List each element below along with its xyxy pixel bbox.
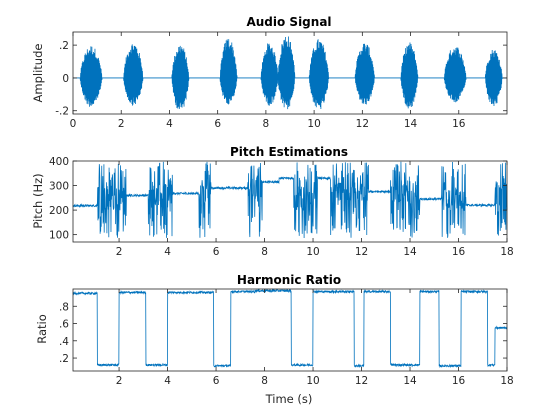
- y-tick-label: .6: [59, 319, 69, 331]
- x-tick-label: 18: [500, 375, 513, 387]
- x-tick-label: 8: [261, 375, 268, 387]
- y-tick-label: 300: [49, 181, 69, 193]
- chart-title: Pitch Estimations: [230, 145, 348, 159]
- y-axis-label: Pitch (Hz): [31, 173, 45, 228]
- x-tick-label: 14: [403, 375, 417, 387]
- x-tick-label: 14: [403, 246, 417, 258]
- y-tick-label: 100: [49, 230, 69, 242]
- chart-title: Audio Signal: [246, 15, 331, 29]
- plot-area: 0 2 4 6 8 10 12 14 16-.20.2: [55, 31, 508, 130]
- y-tick-label: .8: [59, 301, 69, 313]
- x-tick-label: 2: [116, 246, 123, 258]
- x-tick-label: 4: [164, 246, 171, 258]
- x-tick-label: 12: [356, 118, 369, 130]
- x-tick-label: 12: [355, 246, 368, 258]
- x-tick-label: 0: [70, 118, 77, 130]
- x-tick-label: 14: [404, 118, 418, 130]
- x-tick-label: 4: [164, 375, 171, 387]
- x-tick-label: 18: [500, 246, 513, 258]
- chart-harmonic-ratio: Harmonic Ratio Ratio Time (s) 2 4 6 8 10 12 14…: [35, 273, 514, 406]
- x-tick-label: 16: [452, 118, 466, 130]
- x-tick-label: 12: [355, 375, 368, 387]
- y-tick-label: .2: [59, 353, 69, 365]
- x-tick-label: 6: [214, 118, 221, 130]
- x-tick-label: 8: [261, 246, 268, 258]
- x-tick-label: 2: [118, 118, 125, 130]
- y-tick-label: 0: [62, 73, 69, 85]
- axes-box: [72, 160, 508, 243]
- axes-box: [72, 31, 508, 115]
- y-axis-label: Amplitude: [31, 44, 45, 103]
- plot-area: 2 4 6 8 10 12 14 16 18 .2 .4 .6 .8: [59, 288, 514, 387]
- x-tick-label: 2: [116, 375, 123, 387]
- axes-box: [72, 288, 508, 372]
- y-tick-label: .2: [59, 40, 69, 52]
- x-tick-label: 6: [213, 246, 220, 258]
- x-tick-label: 16: [452, 375, 466, 387]
- x-axis-label: Time (s): [265, 392, 313, 406]
- x-tick-label: 10: [306, 246, 319, 258]
- x-tick-label: 10: [306, 375, 319, 387]
- x-tick-label: 8: [263, 118, 270, 130]
- y-tick-label: 400: [49, 156, 69, 168]
- series-line: [72, 161, 508, 238]
- x-tick-label: 16: [452, 246, 466, 258]
- series-line: [72, 288, 508, 369]
- chart-audio-signal: Audio Signal Amplitude 0 2 4 6 8 10 12 14 16-.20…: [31, 15, 508, 130]
- x-tick-label: 4: [166, 118, 173, 130]
- y-tick-label: -.2: [55, 106, 69, 118]
- y-axis-label: Ratio: [35, 314, 49, 344]
- chart-pitch-estimations: Pitch Estimations Pitch (Hz) 2 4 6 8 10 12 14 1…: [31, 145, 514, 258]
- x-tick-label: 6: [213, 375, 220, 387]
- y-tick-label: 200: [49, 205, 69, 217]
- chart-title: Harmonic Ratio: [237, 273, 341, 287]
- y-tick-label: .4: [59, 336, 69, 348]
- plot-area: 2 4 6 8 10 12 14 16 18 100 200 300 400: [49, 156, 514, 258]
- x-tick-label: 10: [307, 118, 320, 130]
- series-line: [73, 36, 507, 110]
